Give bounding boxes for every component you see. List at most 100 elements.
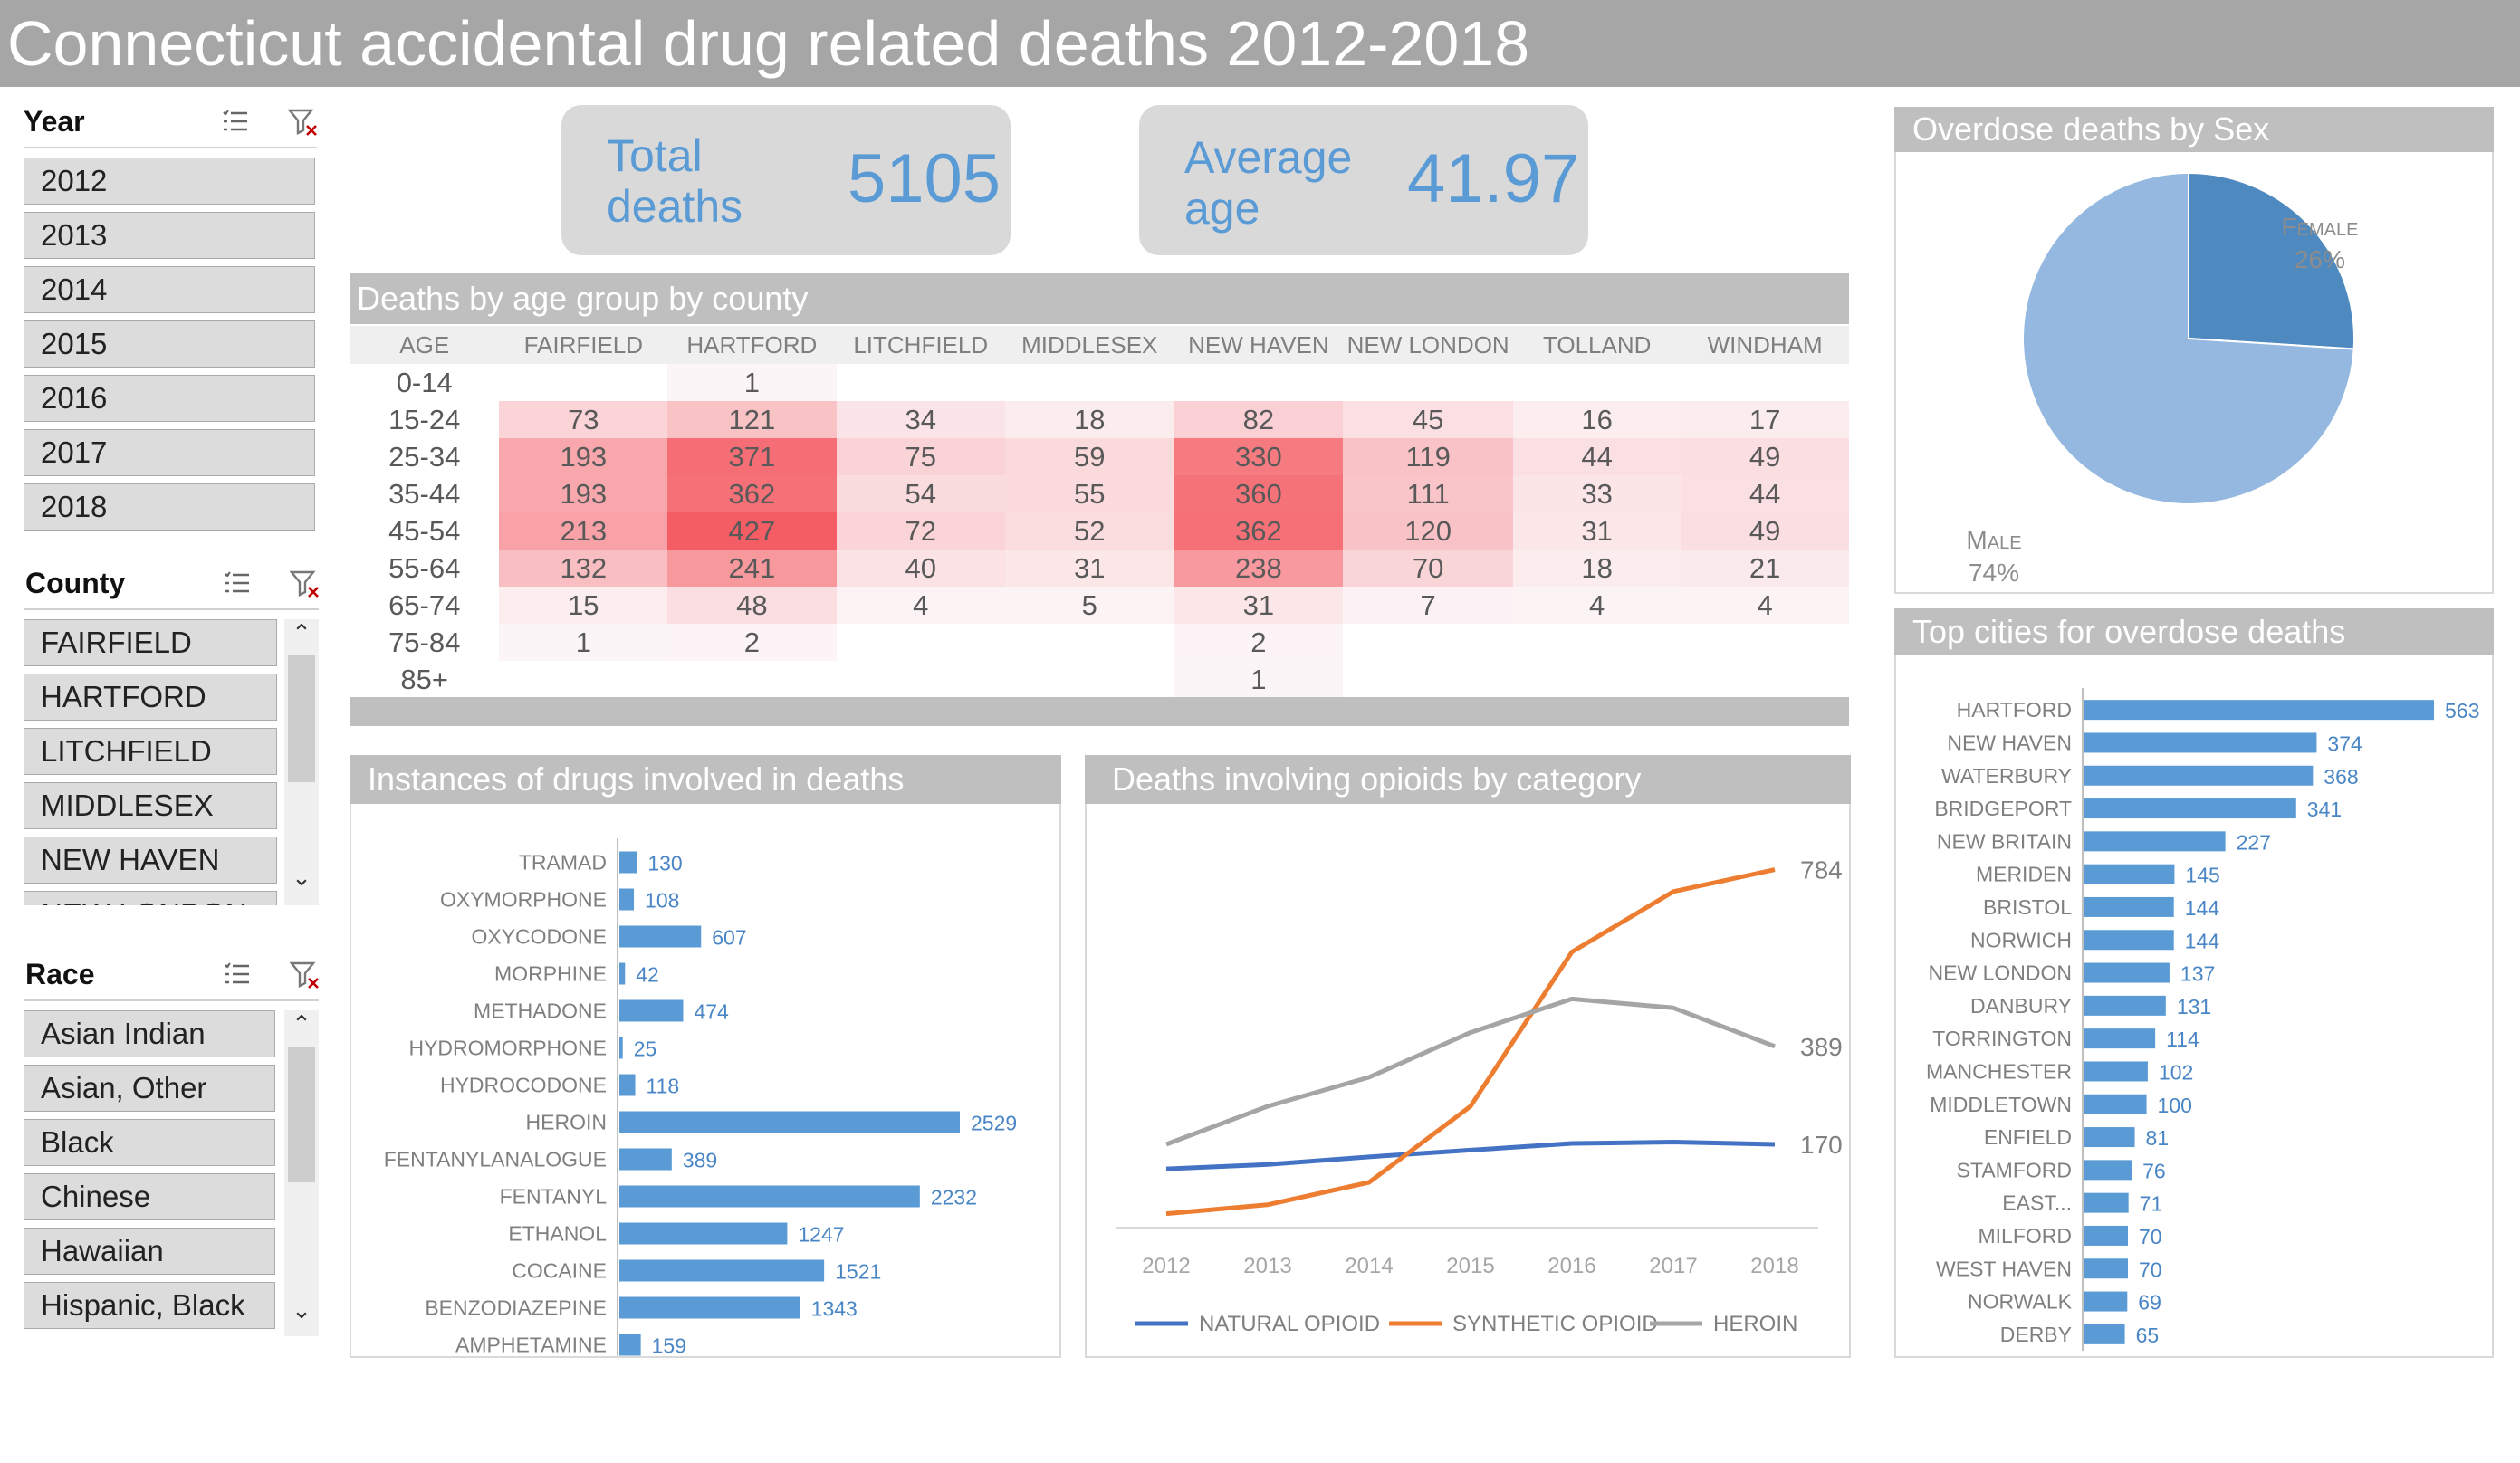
bar-value-label: 607 [712, 926, 746, 950]
heatmap-row: 25-34 193 371 75 59 330 119 44 49 [350, 438, 1849, 475]
race-slicer-scrollbar[interactable]: ⌃ ⌄ [284, 1010, 319, 1336]
county-slicer-scrollbar[interactable]: ⌃ ⌄ [284, 619, 319, 905]
bar-category-label: OXYCODONE [471, 925, 607, 949]
heatmap-age-label: 25-34 [388, 440, 461, 473]
heatmap-footer-bar [350, 697, 1849, 726]
bar-category-label: COCAINE [512, 1259, 607, 1283]
multi-select-icon[interactable] [221, 107, 252, 138]
bar-category-label: TRAMAD [519, 851, 607, 875]
bar-value-label: 1521 [835, 1260, 881, 1284]
average-age-value: 41.97 [1407, 140, 1580, 217]
heatmap-row: 55-64 132 241 40 31 238 70 18 21 [350, 550, 1849, 587]
multi-select-icon[interactable] [223, 569, 254, 599]
heatmap-column-header: MIDDLESEX [1004, 326, 1174, 364]
bar-category-label: OXYMORPHONE [440, 888, 607, 912]
bar-value-label: 563 [2445, 699, 2479, 722]
bar-category-label: HYDROMORPHONE [408, 1037, 607, 1060]
bar-value-label: 159 [652, 1334, 686, 1357]
slicer-item-county[interactable]: MIDDLESEX [24, 782, 277, 829]
heatmap-cell [837, 624, 1005, 661]
scroll-down-icon[interactable]: ⌄ [292, 1296, 311, 1324]
bar [2084, 765, 2314, 786]
heatmap-cell: 4 [836, 587, 1005, 624]
scroll-up-icon[interactable]: ⌃ [292, 1010, 311, 1037]
heatmap-cell: 1 [499, 624, 668, 661]
heatmap-cell [1681, 661, 1849, 698]
heatmap-cell: 121 [667, 401, 837, 438]
heatmap-age-label: 55-64 [388, 551, 461, 584]
bar [2084, 930, 2174, 951]
average-age-label: Average age [1184, 132, 1353, 234]
slicer-item-county[interactable]: FAIRFIELD [24, 619, 277, 666]
heatmap-cell: 33 [1513, 475, 1682, 512]
heatmap-cell: 40 [836, 550, 1005, 587]
bar [2084, 831, 2226, 852]
heatmap-cell: 55 [1004, 475, 1174, 512]
bar [2084, 1127, 2135, 1148]
bar-value-label: 144 [2185, 929, 2220, 952]
heatmap-cell: 31 [1004, 550, 1174, 587]
heatmap-cell: 49 [1681, 512, 1849, 550]
heatmap-cell [1005, 624, 1174, 661]
total-deaths-card: Total deaths 5105 [561, 105, 1011, 255]
opioids-line-chart: 2012 2013 2014 2015 2016 2017 2018 170 784 389 NAT… [1116, 856, 1843, 1336]
clear-filter-icon[interactable] [290, 569, 319, 599]
heatmap-cell [1681, 364, 1849, 401]
multi-select-icon[interactable] [223, 960, 254, 990]
slicer-item-year[interactable]: 2018 [24, 483, 315, 531]
heatmap-cell: 1 [667, 364, 837, 401]
slicer-item-year[interactable]: 2012 [24, 158, 315, 205]
heatmap-cell: 70 [1343, 550, 1514, 587]
bar-value-label: 144 [2185, 896, 2220, 920]
heatmap-cell: 2 [1174, 624, 1344, 661]
slicer-item-year[interactable]: 2013 [24, 212, 315, 259]
race-scroll-thumb[interactable] [288, 1047, 315, 1182]
bar-value-label: 71 [2140, 1192, 2163, 1216]
slicer-item-county[interactable]: HARTFORD [24, 674, 277, 721]
scroll-up-icon[interactable]: ⌃ [292, 619, 311, 646]
county-scroll-thumb[interactable] [288, 655, 315, 782]
slicer-item-race[interactable]: Black [24, 1119, 275, 1166]
heatmap-cell: 18 [1004, 401, 1174, 438]
heatmap-cell [837, 661, 1005, 698]
slicer-item-year[interactable]: 2014 [24, 266, 315, 313]
slicer-item-race[interactable]: Hawaiian [24, 1228, 275, 1275]
slicer-item-county[interactable]: LITCHFIELD [24, 728, 277, 775]
bar-value-label: 69 [2138, 1291, 2161, 1315]
heatmap-cell: 54 [836, 475, 1005, 512]
clear-filter-icon[interactable] [288, 107, 319, 138]
heatmap-row: 65-74 15 48 4 5 31 7 4 4 [350, 587, 1849, 624]
bar-value-label: 70 [2139, 1257, 2162, 1281]
scroll-down-icon[interactable]: ⌄ [292, 864, 311, 891]
heatmap-age-label: 0-14 [396, 366, 453, 398]
bar-value-label: 70 [2139, 1225, 2162, 1248]
pie-slice [2188, 171, 2355, 350]
heatmap-age-label: 85+ [400, 663, 448, 695]
bar [619, 888, 635, 911]
clear-filter-icon[interactable] [290, 960, 321, 990]
slicer-item-race[interactable]: Asian, Other [24, 1065, 275, 1112]
bar-value-label: 1247 [798, 1223, 844, 1247]
slicer-item-year[interactable]: 2017 [24, 429, 315, 476]
drugs-chart-title: Instances of drugs involved in deaths [350, 755, 1061, 804]
heatmap-age-label: 15-24 [388, 403, 461, 435]
slicer-item-race[interactable]: Chinese [24, 1173, 275, 1220]
slicer-item-year[interactable]: 2015 [24, 320, 315, 368]
bar-value-label: 42 [636, 963, 659, 987]
bar [619, 1148, 672, 1171]
slicer-item-race[interactable]: Hispanic, Black [24, 1282, 275, 1329]
bar-category-label: ETHANOL [508, 1222, 607, 1246]
line-end-label: 784 [1800, 856, 1843, 884]
line-chart-tick-label: 2016 [1547, 1254, 1595, 1278]
slicer-item-race[interactable]: Asian Indian [24, 1010, 275, 1057]
slicer-item-county[interactable]: NEW HAVEN [24, 837, 277, 884]
race-slicer: Race Asian Indian Asian, Other Black Chines… [24, 952, 319, 1342]
year-slicer-title: Year [24, 105, 85, 138]
slicer-item-year[interactable]: 2016 [24, 375, 315, 422]
bar-value-label: 474 [694, 1000, 729, 1024]
heatmap-age-label: 65-74 [388, 588, 461, 621]
slicer-item-county[interactable]: NEW LONDON [24, 891, 277, 905]
heatmap-cell: 49 [1681, 438, 1849, 475]
bar [2084, 1225, 2128, 1246]
heatmap-row: 45-54 213 427 72 52 362 120 31 49 [350, 512, 1849, 550]
